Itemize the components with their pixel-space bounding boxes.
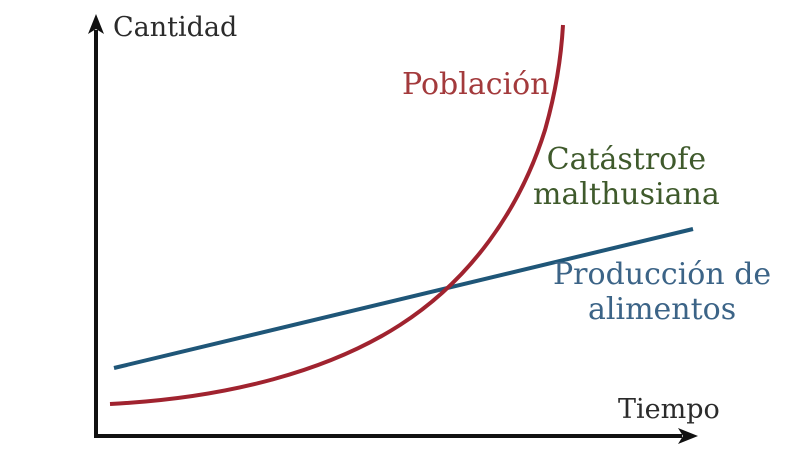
y-axis-label: Cantidad <box>113 12 238 43</box>
food-production-label: Producción de alimentos <box>553 257 772 327</box>
catastrophe-label-line2: malthusiana <box>533 176 720 212</box>
food-label-line1: Producción de <box>553 257 772 292</box>
population-label-text: Población <box>402 67 550 102</box>
food-production-line <box>113 227 694 370</box>
food-label-line2: alimentos <box>588 291 737 327</box>
catastrophe-label-line1: Catástrofe <box>546 142 707 177</box>
x-axis-label: Tiempo <box>618 394 720 425</box>
population-curve <box>109 24 565 406</box>
catastrophe-label: Catástrofe malthusiana <box>533 142 720 212</box>
population-label: Población <box>402 67 550 103</box>
